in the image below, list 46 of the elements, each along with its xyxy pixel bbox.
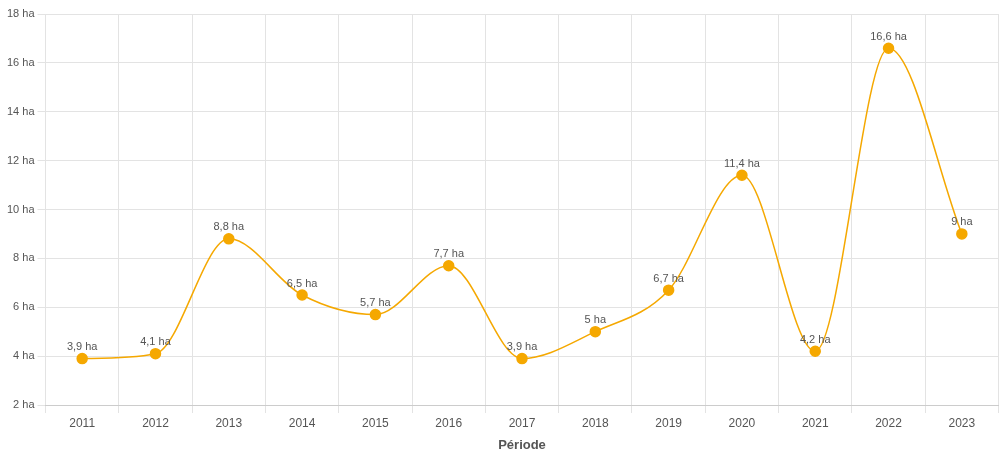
x-tick-label: 2015 (362, 415, 390, 430)
point (369, 308, 382, 321)
data-label: 6,5 ha (286, 276, 319, 289)
point (442, 259, 455, 272)
y-tick-label: 18 ha (7, 7, 36, 20)
y-tick-label: 8 ha (13, 251, 36, 264)
point (736, 169, 748, 182)
x-tick-label: 2023 (948, 415, 976, 430)
point (809, 345, 821, 357)
data-label: 16,6 ha (870, 29, 908, 42)
data-label: 11,4 ha (723, 156, 761, 169)
y-tick-label: 10 ha (7, 202, 36, 215)
data-label: 7,7 ha (433, 247, 465, 260)
data-label: 8,8 ha (213, 220, 245, 233)
x-tick-label: 2016 (435, 415, 463, 430)
data-label: 3,9 ha (66, 340, 99, 353)
data-label: 5 ha (584, 313, 607, 326)
point (223, 233, 235, 245)
x-tick-label: 2014 (288, 415, 316, 430)
point (296, 289, 308, 301)
point (956, 228, 968, 240)
y-tick-label: 16 ha (7, 55, 36, 68)
y-tick-label: 12 ha (7, 153, 36, 166)
point (76, 352, 88, 365)
data-label: 9 ha (951, 215, 974, 228)
data-label: 5,7 ha (360, 296, 392, 309)
point (589, 325, 602, 338)
x-tick-label: 2021 (801, 415, 829, 430)
y-tick-label: 14 ha (7, 104, 36, 117)
x-tick-label: 2019 (655, 415, 683, 430)
point (882, 42, 895, 54)
x-tick-label: 2022 (875, 415, 903, 430)
x-tick-label: 2011 (69, 415, 96, 430)
point (149, 347, 162, 360)
point (662, 284, 675, 296)
x-tick-label: 2013 (215, 415, 243, 430)
y-tick-label: 6 ha (13, 300, 36, 313)
x-tick-label: 2018 (581, 415, 609, 430)
data-label: 3,9 ha (506, 340, 539, 353)
x-tick-label: 2012 (142, 415, 170, 430)
point (516, 352, 528, 365)
x-tick-label: 2017 (508, 415, 536, 430)
x-tick-label: 2020 (728, 415, 756, 430)
y-tick-label: 4 ha (13, 349, 36, 362)
x-axis-title: Période (498, 436, 546, 452)
y-tick-label: 2 ha (13, 398, 36, 411)
